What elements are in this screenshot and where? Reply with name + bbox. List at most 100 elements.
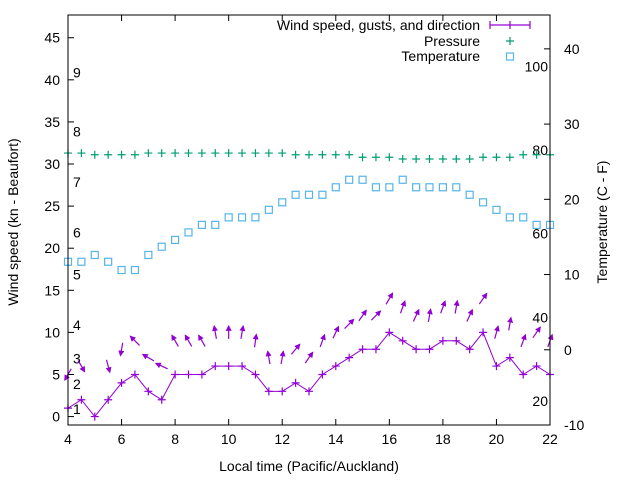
temperature-point — [104, 257, 113, 266]
pressure-point — [171, 149, 180, 158]
pressure-point — [492, 153, 501, 162]
wind-direction-arrow — [466, 308, 474, 322]
temperature-point — [291, 190, 300, 199]
temperature-point — [412, 183, 421, 192]
wind-speed-point — [90, 412, 99, 421]
temperature-point — [144, 250, 153, 260]
wind-speed-point — [251, 370, 260, 379]
wind-direction-arrow — [239, 325, 246, 339]
pressure-point — [465, 154, 474, 163]
wind-speed-point — [519, 370, 528, 379]
beaufort-label: 8 — [73, 123, 81, 139]
data-marks — [63, 149, 555, 421]
temperature-point — [345, 175, 354, 184]
wind-speed-point — [264, 387, 273, 396]
fahrenheit-label: 20 — [532, 393, 548, 409]
wind-direction-arrow — [265, 350, 272, 365]
temperature-point — [358, 175, 367, 184]
temperature-point — [304, 190, 314, 199]
pressure-point — [90, 150, 99, 159]
wind-speed-point — [479, 328, 488, 337]
wind-direction-arrow — [440, 300, 447, 314]
wind-direction-arrow — [426, 308, 433, 323]
x-tick-label: 22 — [542, 431, 558, 447]
wind-speed-point — [238, 362, 247, 371]
pressure-point — [291, 150, 300, 159]
temperature-point — [130, 265, 140, 275]
wind-speed-point — [398, 336, 407, 345]
pressure-point — [425, 154, 434, 163]
pressure-point — [371, 153, 380, 162]
temperature-point — [90, 250, 99, 260]
pressure-point — [519, 150, 528, 159]
wind-direction-arrow — [358, 309, 367, 322]
wind-direction-arrow — [344, 318, 355, 329]
beaufort-label: 7 — [73, 174, 81, 190]
beaufort-label: 6 — [73, 224, 81, 240]
temperature-point — [385, 183, 394, 192]
temperature-point — [211, 220, 220, 229]
wind-direction-arrow — [520, 333, 527, 348]
y2-tick-label: 40 — [564, 41, 580, 57]
y2-tick-label: 10 — [564, 267, 580, 283]
wind-direction-arrow — [399, 300, 407, 314]
pressure-point — [104, 150, 113, 159]
x-tick-label: 14 — [328, 431, 344, 447]
pressure-point — [130, 150, 139, 159]
axis-ticks — [67, 15, 551, 426]
temperature-point — [278, 198, 287, 207]
beaufort-label: 2 — [73, 376, 81, 392]
wind-direction-arrow — [319, 333, 326, 348]
wind-direction-arrow — [129, 335, 140, 346]
legend-label-pressure: Pressure — [424, 33, 480, 49]
pressure-point — [532, 150, 541, 159]
y2-tick-label: 30 — [564, 116, 580, 132]
wind-direction-arrow — [507, 316, 514, 331]
temperature-point — [398, 175, 407, 184]
beaufort-label: 3 — [73, 351, 81, 367]
wind-speed-point — [358, 345, 367, 354]
plot-frame — [67, 14, 551, 426]
pressure-point — [412, 154, 421, 163]
legend-label-wind: Wind speed, gusts, and direction — [277, 17, 480, 33]
pressure-point — [398, 154, 407, 163]
legend-sample-temperature — [505, 52, 515, 61]
wind-speed-point — [291, 378, 300, 387]
temperature-point — [438, 183, 447, 192]
pressure-point — [305, 150, 313, 159]
temperature-point — [117, 265, 126, 275]
x-tick-label: 8 — [171, 431, 179, 447]
wind-speed-point — [492, 362, 501, 371]
wind-speed-point — [425, 345, 434, 354]
pressure-point — [251, 149, 260, 158]
y-tick-label: 45 — [44, 30, 60, 46]
x-tick-label: 12 — [274, 431, 290, 447]
x-tick-label: 16 — [382, 431, 398, 447]
temperature-point — [171, 235, 180, 245]
temperature-point — [264, 205, 273, 214]
wind-speed-point — [130, 370, 139, 379]
y-tick-label: 10 — [44, 324, 60, 340]
y2-tick-label: 20 — [564, 191, 580, 207]
x-tick-label: 4 — [64, 431, 72, 447]
wind-speed-point — [505, 353, 514, 362]
pressure-point — [264, 149, 273, 158]
wind-direction-arrow — [171, 334, 179, 347]
pressure-point — [358, 153, 367, 162]
wind-speed-point — [171, 370, 180, 379]
pressure-point — [318, 150, 327, 159]
wind-direction-arrow — [198, 334, 206, 347]
legend-sample-pressure — [506, 37, 514, 45]
pressure-point — [331, 150, 340, 159]
x-tick-label: 20 — [489, 431, 505, 447]
y-tick-label: 35 — [44, 114, 60, 130]
wind-direction-arrow — [412, 308, 420, 322]
wind-speed-point — [184, 370, 193, 379]
wind-direction-arrow — [304, 351, 314, 364]
temperature-point — [492, 205, 501, 214]
beaufort-label: 9 — [73, 64, 81, 80]
temperature-point — [237, 213, 247, 222]
temperature-point — [452, 183, 461, 192]
beaufort-label: 4 — [73, 317, 81, 333]
